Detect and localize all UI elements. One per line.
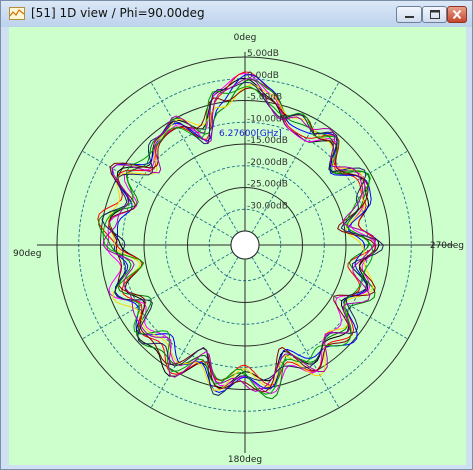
minimize-icon xyxy=(405,16,414,18)
grid-spoke xyxy=(150,256,239,409)
grid-spoke xyxy=(150,81,239,234)
angle-label-180deg: 180deg xyxy=(228,455,262,465)
grid-spoke xyxy=(81,251,234,340)
title-bar[interactable]: [51] 1D view / Phi=90.00deg xyxy=(1,1,472,27)
maximize-button[interactable] xyxy=(422,6,447,23)
pattern-series-line xyxy=(102,77,377,392)
radial-tick-label: 5.00dB xyxy=(247,49,279,59)
window-title: [51] 1D view / Phi=90.00deg xyxy=(31,6,205,20)
frequency-marker-label: 6.27600[GHz] xyxy=(219,129,282,139)
grid-spoke xyxy=(256,150,409,239)
angle-label-90deg: 90deg xyxy=(13,249,41,259)
grid-spoke xyxy=(251,81,340,234)
close-icon xyxy=(452,9,462,20)
minimize-button[interactable] xyxy=(396,6,422,23)
center-circle xyxy=(230,230,260,260)
radial-tick-label: -5.00dB xyxy=(247,93,282,103)
radial-tick-label: 0.00dB xyxy=(247,71,279,81)
polar-grid xyxy=(37,52,453,453)
pattern-series-line xyxy=(97,71,376,386)
grid-spoke xyxy=(81,150,234,239)
grid-spoke xyxy=(256,251,409,340)
radial-tick-label: -20.00dB xyxy=(247,158,288,168)
radial-tick-label: -25.00dB xyxy=(247,180,288,190)
pattern-series-line xyxy=(108,77,380,389)
pattern-series xyxy=(97,71,384,400)
radial-tick-label: -15.00dB xyxy=(247,136,288,146)
pattern-series-line xyxy=(102,86,374,395)
close-button[interactable] xyxy=(447,6,467,23)
app-icon xyxy=(9,7,25,20)
radial-tick-label: -10.00dB xyxy=(247,114,288,124)
pattern-series-line xyxy=(101,81,384,396)
radial-tick-label: -30.00dB xyxy=(247,201,288,211)
angle-label-0deg: 0deg xyxy=(234,33,257,43)
grid-spoke xyxy=(251,256,340,409)
maximize-icon xyxy=(430,10,440,19)
plot-area[interactable]: 0deg 90deg 270deg 180deg 5.00dB 0.00dB -5.… xyxy=(9,27,466,465)
polar-chart: 0deg 90deg 270deg 180deg 5.00dB 0.00dB -5.… xyxy=(13,33,464,465)
angle-label-270deg: 270deg xyxy=(430,241,464,251)
pattern-series-line xyxy=(108,87,376,393)
radial-tick-labels: 5.00dB 0.00dB -5.00dB -10.00dB -15.00dB -20.0… xyxy=(247,49,288,211)
pattern-series-line xyxy=(108,84,374,391)
